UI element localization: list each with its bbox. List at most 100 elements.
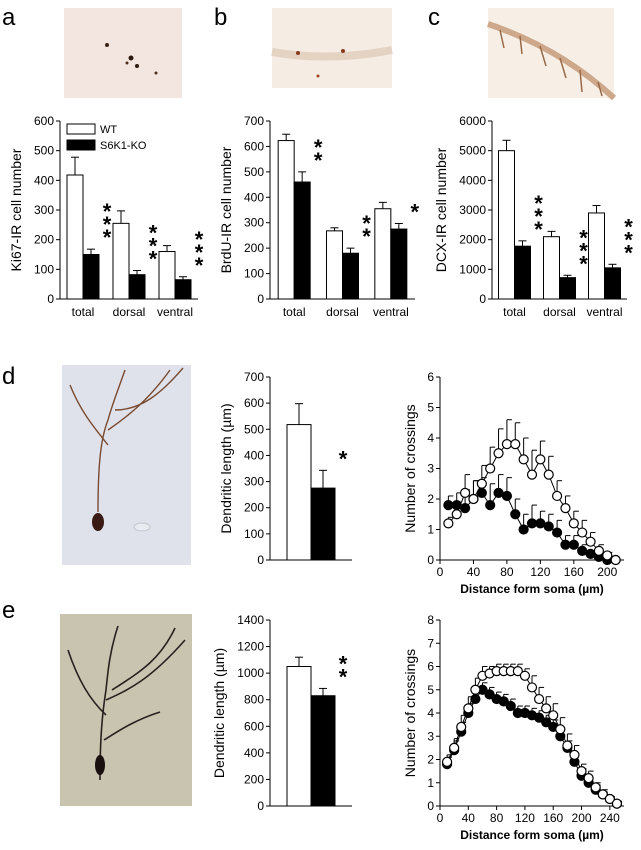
y-tick-label: 500 [244,165,264,179]
data-point-wt [485,463,496,474]
category-label: total [72,305,95,319]
y-tick-label: 500 [244,422,264,436]
y-tick-label: 1200 [237,640,264,654]
data-point-ko [533,712,545,723]
y-tick-label: 8 [427,613,434,627]
y-tick-label: 300 [34,203,54,217]
data-point-ko [518,524,529,535]
bar-wt [374,208,392,300]
data-point-wt [569,749,580,760]
legend-swatch-wt [66,123,96,135]
data-point-ko [551,527,563,538]
y-tick-label: 600 [244,139,264,153]
data-point-ko [560,539,571,550]
data-point-wt [459,487,471,498]
data-point-ko [443,500,454,511]
data-point-wt [526,469,538,480]
y-tick-label: 600 [34,114,54,128]
y-tick-label: 1400 [237,613,264,627]
bar-wt [286,424,312,561]
significance-star: * [195,227,204,252]
bar-wt [158,251,176,300]
y-axis-label: DCX-IR cell number [433,147,449,272]
data-point-ko [541,717,552,728]
bar-s6k1-ko [82,254,100,300]
data-point-ko [585,548,596,560]
data-point-wt [562,740,573,751]
significance-star: * [195,253,204,278]
bar-wt [326,230,343,300]
data-point-wt [548,710,559,721]
bar-s6k1-ko [514,245,531,300]
data-point-wt [611,798,623,809]
y-tick-label: 6 [427,370,434,384]
bar-wt [286,666,312,807]
data-point-wt [551,490,563,502]
data-point-ko [535,518,546,529]
bar-s6k1-ko [174,279,192,300]
chart-sholl-d: 0 1 2 3 4 5 6 Number of crossings 0 40 80 120 160 200… [402,370,624,596]
y-tick-label: 0 [47,292,54,306]
data-point-ko [485,500,496,511]
data-point-ko [526,518,538,529]
y-tick-label: 3 [427,462,434,476]
y-tick-label: 200 [244,501,264,515]
y-tick-label: 200 [34,233,54,247]
bar-wt [543,236,560,300]
data-point-wt [456,721,467,733]
data-point-ko [493,487,504,498]
data-point-wt [560,503,571,514]
y-tick-label: 200 [244,772,264,786]
data-point-wt [441,756,453,767]
panel-label-c: c [428,4,440,31]
y-tick-label: 4000 [459,173,486,187]
legend: WT S6K1-KO [66,123,147,152]
bar-s6k1-ko [128,274,146,300]
data-point-wt [518,454,529,465]
significance-star: * [534,217,543,242]
category-label: ventral [586,305,622,319]
bar-wt [66,174,84,300]
chart-sholl-e: 0 1 2 3 4 5 6 7 8 Number of crossings 0 40 80 120 160 2… [402,613,624,842]
data-point-wt [543,469,554,480]
significance-star: * [534,191,543,216]
significance-star: * [624,227,633,252]
y-tick-label: 700 [244,114,264,128]
significance-star: * [579,238,588,263]
data-point-wt [449,742,460,753]
bar-s6k1-ko [310,695,336,807]
bar-s6k1-ko [310,487,336,561]
x-axis-label: Distance form soma (µm) [460,828,604,842]
bar-wt [588,212,605,300]
significance-star: * [103,199,112,224]
panel-label-e: e [2,597,15,624]
significance-star: * [624,240,633,265]
micrograph-dcx [487,8,617,101]
data-point-wt [510,439,521,450]
y-tick-label: 1 [427,776,434,790]
y-tick-label: 0 [479,292,486,306]
y-axis-label: BrdU-IR cell number [218,146,234,273]
bar-wt [277,140,295,300]
data-point-wt [585,536,596,547]
data-point-ko [568,539,579,550]
y-tick-label: 2 [427,753,434,767]
y-tick-label: 3 [427,729,434,743]
y-axis-label: Number of crossings [402,404,418,532]
significance-star: * [314,135,323,160]
y-axis-label: Ki67-IR cell number [8,148,24,271]
data-point-wt [535,454,546,465]
category-label: total [283,305,306,319]
significance-star: * [579,225,588,250]
y-tick-label: 0 [427,799,434,813]
data-point-ko [484,689,495,700]
panel-label-a: a [2,4,16,31]
data-point-wt [610,554,621,566]
x-tick-label: 0 [437,811,444,825]
micrograph-ki67 [64,8,182,98]
data-point-ko [498,696,509,707]
category-label: ventral [157,305,193,319]
data-point-wt [576,766,587,777]
y-tick-label: 6000 [459,114,486,128]
data-point-ko [577,545,588,556]
